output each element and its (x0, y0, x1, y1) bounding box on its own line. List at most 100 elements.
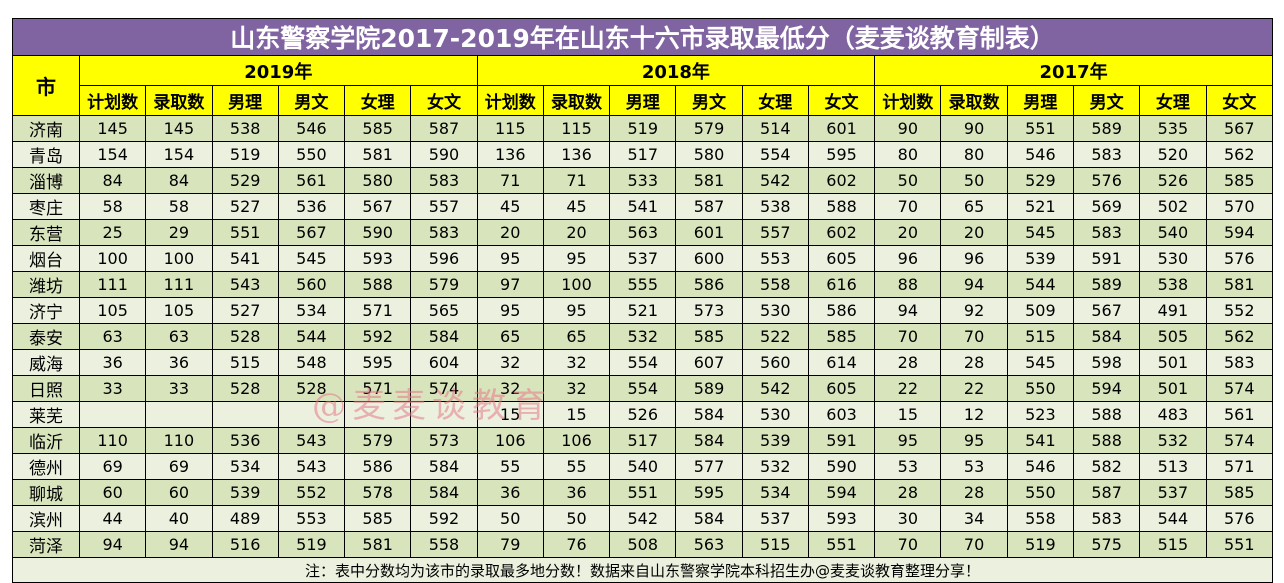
score-cell: 95 (940, 427, 1008, 454)
city-cell: 烟台 (12, 245, 80, 272)
score-cell: 33 (145, 375, 213, 402)
sub-header-cell: 男理 (211, 85, 279, 116)
score-cell: 576 (1205, 245, 1274, 272)
sub-header-cell: 男文 (675, 85, 743, 116)
score-cell: 60 (78, 479, 147, 506)
score-cell: 538 (1139, 271, 1207, 298)
score-cell: 517 (609, 427, 677, 454)
score-cell: 15 (874, 401, 942, 428)
score-cell: 584 (410, 453, 478, 480)
table-row: 淄博 84 84 529 561 580 583 71 71 533 581 542 602 50 50 52… (12, 167, 1274, 194)
sub-header-cell: 计划数 (78, 85, 147, 116)
score-cell: 95 (542, 245, 611, 272)
score-cell: 95 (476, 297, 544, 324)
sub-header-cell: 女理 (741, 85, 809, 116)
score-cell: 97 (476, 271, 544, 298)
score-cell: 595 (807, 141, 876, 168)
score-cell: 40 (145, 505, 213, 532)
score-cell: 586 (344, 453, 412, 480)
city-cell: 莱芜 (12, 401, 80, 428)
score-cell: 553 (741, 245, 809, 272)
score-cell: 20 (542, 219, 611, 246)
score-cell: 519 (277, 531, 346, 558)
table-body: 济南 145 145 538 546 585 587 115 115 519 579 514 601 90… (12, 115, 1274, 558)
score-cell: 94 (874, 297, 942, 324)
score-cell: 598 (1072, 349, 1141, 376)
city-cell: 滨州 (12, 505, 80, 532)
sub-header-cell: 男文 (277, 85, 346, 116)
score-cell: 28 (940, 349, 1008, 376)
score-cell: 561 (1205, 401, 1274, 428)
score-cell: 602 (807, 219, 876, 246)
score-cell: 55 (476, 453, 544, 480)
score-cell: 560 (741, 349, 809, 376)
sub-header-cell: 女文 (410, 85, 478, 116)
score-cell: 519 (1006, 531, 1074, 558)
score-cell: 555 (609, 271, 677, 298)
score-cell: 45 (542, 193, 611, 220)
score-cell: 583 (410, 219, 478, 246)
score-cell: 582 (1072, 453, 1141, 480)
score-cell: 36 (476, 479, 544, 506)
score-cell: 529 (211, 167, 279, 194)
score-cell: 32 (476, 375, 544, 402)
score-cell: 526 (1139, 167, 1207, 194)
score-cell: 528 (277, 375, 346, 402)
score-cell: 579 (410, 271, 478, 298)
score-cell: 115 (542, 115, 611, 142)
score-cell: 530 (741, 297, 809, 324)
score-cell: 50 (476, 505, 544, 532)
table-row: 临沂 110 110 536 543 579 573 106 106 517 584 539 591 95… (12, 427, 1274, 454)
score-cell: 145 (78, 115, 147, 142)
score-cell: 567 (344, 193, 412, 220)
score-cell (211, 401, 279, 428)
score-cell: 537 (1139, 479, 1207, 506)
sub-header-cell: 男文 (1072, 85, 1141, 116)
score-cell: 558 (1006, 505, 1074, 532)
score-cell: 94 (145, 531, 213, 558)
score-cell: 58 (78, 193, 147, 220)
score-cell: 533 (609, 167, 677, 194)
score-cell (344, 401, 412, 428)
score-cell: 590 (410, 141, 478, 168)
score-cell: 550 (1006, 375, 1074, 402)
score-cell: 534 (741, 479, 809, 506)
score-cell: 540 (609, 453, 677, 480)
score-cell: 489 (211, 505, 279, 532)
score-cell: 527 (211, 297, 279, 324)
score-cell: 573 (410, 427, 478, 454)
city-cell: 德州 (12, 453, 80, 480)
table-row: 枣庄 58 58 527 536 567 557 45 45 541 587 538 588 70 65 52… (12, 193, 1274, 220)
score-cell: 29 (145, 219, 213, 246)
score-cell: 20 (476, 219, 544, 246)
score-cell: 538 (741, 193, 809, 220)
score-cell: 519 (211, 141, 279, 168)
sub-header-row: 计划数 录取数 男理 男文 女理 女文 计划数 录取数 男理 男文 女理 女文 计划数 录取数 男理 男文 女理… (13, 85, 1274, 116)
score-cell: 71 (476, 167, 544, 194)
sub-header-cell: 录取数 (145, 85, 213, 116)
score-cell: 136 (476, 141, 544, 168)
score-cell: 591 (1072, 245, 1141, 272)
score-cell: 111 (78, 271, 147, 298)
score-cell: 33 (78, 375, 147, 402)
table-row: 烟台 100 100 541 545 593 596 95 95 537 600 553 605 96 96… (12, 245, 1274, 272)
score-cell: 537 (609, 245, 677, 272)
score-cell: 546 (277, 115, 346, 142)
score-cell: 100 (542, 271, 611, 298)
score-cell: 589 (675, 375, 743, 402)
score-cell: 106 (542, 427, 611, 454)
score-cell: 614 (807, 349, 876, 376)
city-cell: 日照 (12, 375, 80, 402)
score-cell: 115 (476, 115, 544, 142)
score-cell: 563 (675, 531, 743, 558)
score-cell: 28 (874, 349, 942, 376)
year-header-2018: 2018年 (476, 55, 876, 86)
score-cell: 80 (874, 141, 942, 168)
score-cell: 20 (874, 219, 942, 246)
score-cell: 95 (476, 245, 544, 272)
sub-header-cell: 计划数 (874, 85, 942, 116)
score-cell: 523 (1006, 401, 1074, 428)
score-cell: 552 (277, 479, 346, 506)
score-cell: 545 (277, 245, 346, 272)
score-cell: 607 (675, 349, 743, 376)
